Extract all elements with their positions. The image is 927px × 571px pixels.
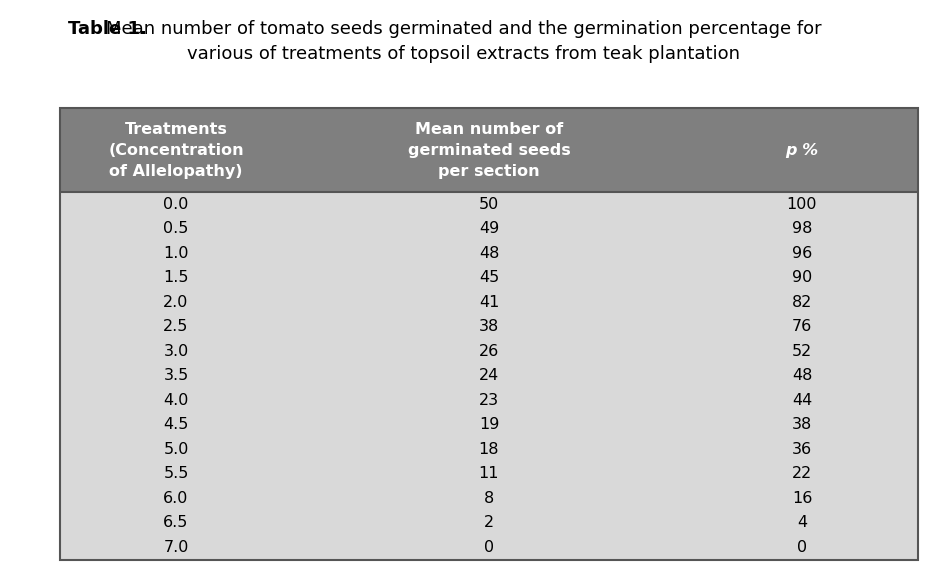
Bar (60, 510, 918, 535)
Text: 0.0: 0.0 (163, 196, 189, 212)
Text: 22: 22 (792, 467, 812, 481)
Text: 0: 0 (797, 540, 807, 555)
Text: 45: 45 (479, 270, 499, 286)
Text: Table 1.: Table 1. (68, 20, 146, 38)
Text: 98: 98 (792, 221, 812, 236)
Text: 50: 50 (479, 196, 499, 212)
Bar (60, 364, 918, 388)
Bar (60, 216, 918, 241)
Text: 76: 76 (792, 319, 812, 334)
Bar (60, 535, 918, 560)
Bar (60, 461, 918, 486)
Text: 4.0: 4.0 (163, 393, 189, 408)
Text: 36: 36 (792, 442, 812, 457)
Text: 48: 48 (479, 246, 499, 261)
Text: p %: p % (785, 143, 819, 158)
Text: 100: 100 (787, 196, 818, 212)
Text: 11: 11 (478, 467, 500, 481)
Text: 2.5: 2.5 (163, 319, 189, 334)
Bar (60, 108, 918, 192)
Text: 23: 23 (479, 393, 499, 408)
Text: 48: 48 (792, 368, 812, 383)
Bar (60, 486, 918, 510)
Text: 8: 8 (484, 491, 494, 506)
Text: 19: 19 (479, 417, 499, 432)
Text: 0: 0 (484, 540, 494, 555)
Text: 3.5: 3.5 (163, 368, 188, 383)
Text: 2.0: 2.0 (163, 295, 189, 309)
Text: 5.0: 5.0 (163, 442, 189, 457)
Text: 44: 44 (792, 393, 812, 408)
Text: Treatments
(Concentration
of Allelopathy): Treatments (Concentration of Allelopathy… (108, 122, 244, 179)
Text: 3.0: 3.0 (163, 344, 188, 359)
Text: 6.0: 6.0 (163, 491, 189, 506)
Text: 16: 16 (792, 491, 812, 506)
Text: 52: 52 (792, 344, 812, 359)
Text: 2: 2 (484, 515, 494, 530)
Text: 24: 24 (479, 368, 499, 383)
Bar (60, 412, 918, 437)
Text: 7.0: 7.0 (163, 540, 189, 555)
Bar (60, 192, 918, 216)
Bar (60, 339, 918, 364)
Text: 96: 96 (792, 246, 812, 261)
Text: 38: 38 (479, 319, 499, 334)
Text: 4: 4 (797, 515, 807, 530)
Text: Mean number of
germinated seeds
per section: Mean number of germinated seeds per sect… (408, 122, 570, 179)
Bar (60, 266, 918, 290)
Text: 38: 38 (792, 417, 812, 432)
Bar (60, 290, 918, 315)
Text: 0.5: 0.5 (163, 221, 189, 236)
Bar (60, 241, 918, 266)
Bar (60, 315, 918, 339)
Bar (60, 388, 918, 412)
Text: 1.5: 1.5 (163, 270, 189, 286)
Text: 4.5: 4.5 (163, 417, 189, 432)
Text: 41: 41 (479, 295, 499, 309)
Text: 49: 49 (479, 221, 499, 236)
Text: 5.5: 5.5 (163, 467, 189, 481)
Text: 90: 90 (792, 270, 812, 286)
Text: 26: 26 (479, 344, 499, 359)
Text: 18: 18 (478, 442, 500, 457)
Bar (60, 437, 918, 461)
Text: 6.5: 6.5 (163, 515, 189, 530)
Text: Mean number of tomato seeds germinated and the germination percentage for
variou: Mean number of tomato seeds germinated a… (106, 20, 821, 63)
Text: 82: 82 (792, 295, 812, 309)
Text: 1.0: 1.0 (163, 246, 189, 261)
